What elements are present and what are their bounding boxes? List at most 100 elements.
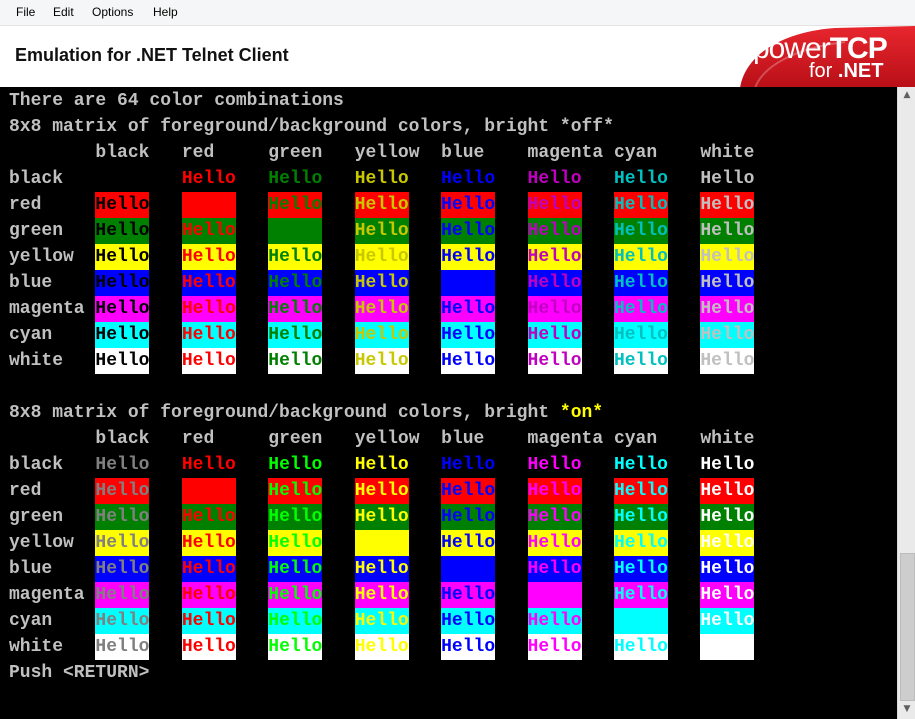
matrix-on-row-blue: blue Hello Hello Hello Hello Hello Hello… <box>9 556 787 582</box>
color-cell-yellow-green: Hello <box>268 530 323 556</box>
color-cell-black-white: Hello <box>700 452 755 478</box>
cell-gap <box>322 218 354 244</box>
cell-gap <box>582 322 614 348</box>
menu-options[interactable]: Options <box>92 5 134 19</box>
color-cell-cyan-red: Hello <box>181 322 236 348</box>
color-cell-white-blue: Hello <box>441 634 496 660</box>
cell-gap <box>322 634 354 660</box>
color-cell-magenta-blue: Hello <box>441 296 496 322</box>
cell-gap <box>409 348 441 374</box>
color-cell-yellow-blue: Hello <box>441 530 496 556</box>
color-cell-black-blue: Hello <box>441 166 496 192</box>
color-cell-green-magenta: Hello <box>527 218 582 244</box>
color-cell-red-cyan: Hello <box>613 478 668 504</box>
color-cell-magenta-magenta: Hello <box>527 582 582 608</box>
matrix-off-row-white: white Hello Hello Hello Hello Hello Hell… <box>9 348 787 374</box>
color-cell-red-white: Hello <box>700 192 755 218</box>
color-cell-green-blue: Hello <box>441 218 496 244</box>
scroll-down-arrow[interactable]: ▼ <box>898 701 915 718</box>
terminal-screen[interactable]: There are 64 color combinations 8x8 matri… <box>0 87 897 719</box>
color-cell-blue-black: Hello <box>95 556 150 582</box>
prompt-line: Push <RETURN> <box>9 660 149 686</box>
matrix-on-row-white: white Hello Hello Hello Hello Hello Hell… <box>9 634 787 660</box>
cell-gap <box>582 504 614 530</box>
color-cell-blue-white: Hello <box>700 556 755 582</box>
cell-gap <box>668 634 700 660</box>
cell-gap <box>495 582 527 608</box>
cell-gap <box>668 296 700 322</box>
row-label-green: green <box>9 507 96 527</box>
logo-subtext: for .NET <box>809 60 884 82</box>
color-cell-magenta-yellow: Hello <box>354 582 409 608</box>
cell-gap <box>409 296 441 322</box>
cell-gap <box>754 244 786 270</box>
color-cell-green-white: Hello <box>700 218 755 244</box>
row-label-magenta: magenta <box>9 299 96 319</box>
color-cell-cyan-white: Hello <box>700 322 755 348</box>
cell-gap <box>236 270 268 296</box>
logo-wordmark: powerTCP <box>753 32 888 65</box>
menu-help[interactable]: Help <box>153 5 178 19</box>
color-cell-cyan-yellow: Hello <box>354 608 409 634</box>
menu-bar: File Edit Options Help <box>0 0 915 25</box>
matrix-off-row-yellow: yellow Hello Hello Hello Hello Hello Hel… <box>9 244 787 270</box>
matrix-off-row-blue: blue Hello Hello Hello Hello Hello Hello… <box>9 270 787 296</box>
cell-gap <box>495 608 527 634</box>
cell-gap <box>322 478 354 504</box>
return-prompt: Push <RETURN> <box>9 663 150 683</box>
color-cell-green-black: Hello <box>95 218 150 244</box>
cell-gap <box>668 348 700 374</box>
color-cell-magenta-green: Hello <box>268 582 323 608</box>
cell-gap <box>322 504 354 530</box>
cell-gap <box>409 530 441 556</box>
cell-gap <box>495 478 527 504</box>
color-cell-black-black: Hello <box>95 166 150 192</box>
row-label-yellow: yellow <box>9 247 96 267</box>
column-header-red: red <box>181 143 269 163</box>
color-cell-magenta-white: Hello <box>700 296 755 322</box>
color-cell-white-red: Hello <box>181 348 236 374</box>
cell-gap <box>754 530 786 556</box>
scrollbar-thumb[interactable] <box>900 553 915 701</box>
intro-text: There are 64 color combinations <box>9 91 344 111</box>
matrix-off-column-headers: black red green yellow blue magenta cyan… <box>9 140 787 166</box>
color-cell-cyan-blue: Hello <box>441 608 496 634</box>
color-cell-green-yellow: Hello <box>354 504 409 530</box>
color-cell-yellow-cyan: Hello <box>613 244 668 270</box>
matrix-off-row-green: green Hello Hello Hello Hello Hello Hell… <box>9 218 787 244</box>
color-cell-black-black: Hello <box>95 452 150 478</box>
cell-gap <box>409 166 441 192</box>
column-header-black: black <box>95 143 182 163</box>
scroll-up-arrow[interactable]: ▲ <box>898 87 915 104</box>
menu-edit[interactable]: Edit <box>53 5 74 19</box>
color-cell-blue-green: Hello <box>268 556 323 582</box>
color-cell-blue-yellow: Hello <box>354 270 409 296</box>
heading-emphasis: *off* <box>559 117 614 137</box>
color-cell-yellow-black: Hello <box>95 530 150 556</box>
row-label-white: white <box>9 637 96 657</box>
cell-gap <box>754 556 786 582</box>
cell-gap <box>582 296 614 322</box>
column-header-green: green <box>268 143 355 163</box>
color-cell-black-yellow: Hello <box>354 452 409 478</box>
cell-gap <box>582 530 614 556</box>
app-title: Emulation for .NET Telnet Client <box>15 45 289 65</box>
color-cell-red-blue: Hello <box>441 192 496 218</box>
cell-gap <box>236 608 268 634</box>
color-cell-blue-green: Hello <box>268 270 323 296</box>
column-header-green: green <box>268 429 355 449</box>
powertcp-logo: powerTCP for .NET <box>685 26 915 88</box>
color-cell-white-black: Hello <box>95 634 150 660</box>
cell-gap <box>495 322 527 348</box>
cell-gap <box>495 270 527 296</box>
menu-file[interactable]: File <box>16 5 36 19</box>
cell-gap <box>149 608 181 634</box>
cell-gap <box>495 348 527 374</box>
cell-gap <box>322 530 354 556</box>
cell-gap <box>668 166 700 192</box>
cell-gap <box>149 634 181 660</box>
color-cell-yellow-white: Hello <box>700 530 755 556</box>
vertical-scrollbar[interactable]: ▲ ▼ <box>897 87 915 719</box>
cell-gap <box>582 218 614 244</box>
cell-gap <box>495 452 527 478</box>
